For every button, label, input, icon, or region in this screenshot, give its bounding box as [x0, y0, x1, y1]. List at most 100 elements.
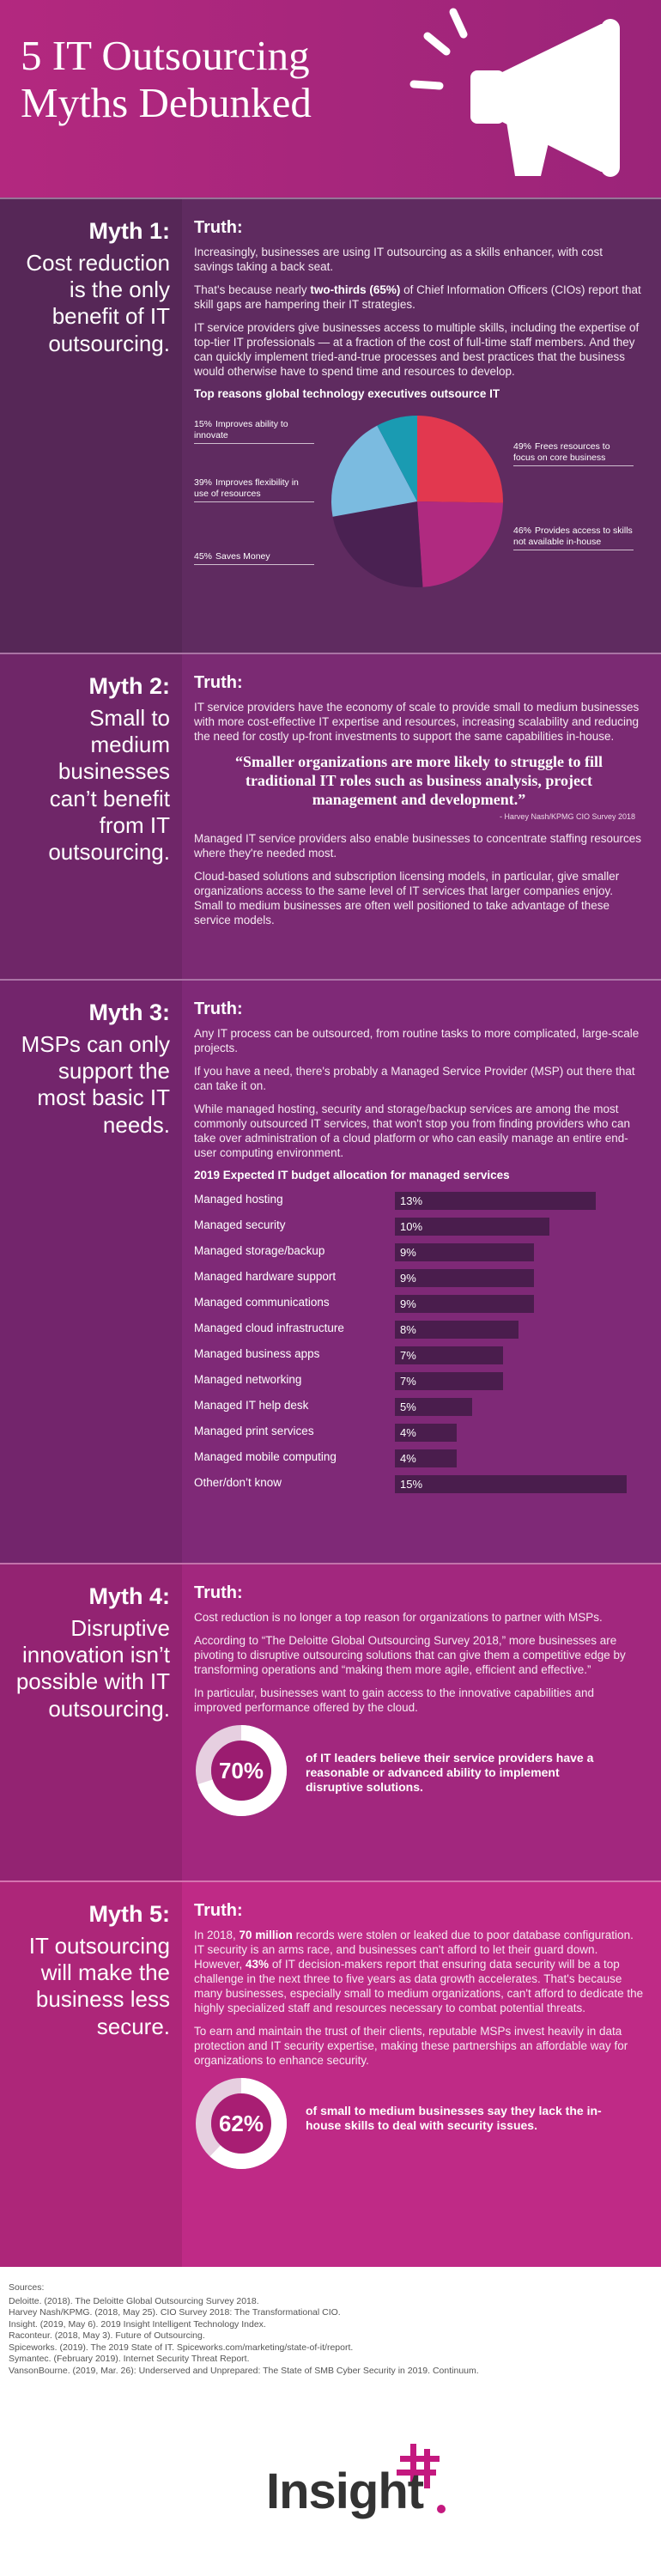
- pie-slice: [417, 416, 503, 503]
- myth-text: Small to medium businesses can’t benefit…: [48, 705, 170, 865]
- paragraph: In 2018, 70 million records were stolen …: [194, 1928, 644, 2015]
- bar-value-label: 10%: [400, 1220, 423, 1233]
- sources-heading: Sources:: [9, 2282, 45, 2293]
- myth-column: Myth 3: MSPs can only support the most ba…: [0, 981, 182, 1563]
- text: In particular, businesses want to gain a…: [194, 1686, 595, 1714]
- stat: 70% of IT leaders believe their service p…: [194, 1723, 644, 1822]
- text: Cloud-based solutions and subscription l…: [194, 870, 620, 927]
- slice-value: 39%: [194, 477, 213, 488]
- bar-row: Managed hardware support 9%: [194, 1266, 644, 1291]
- paragraph: In particular, businesses want to gain a…: [194, 1686, 644, 1715]
- logo-icon: [397, 2444, 446, 2513]
- bar-category: Managed hosting: [194, 1193, 283, 1206]
- stat-text: of small to medium businesses say they l…: [306, 2104, 602, 2132]
- chart-title: 2019 Expected IT budget allocation for m…: [194, 1169, 510, 1182]
- bar-row: Managed storage/backup 9%: [194, 1240, 644, 1266]
- paragraph: IT service providers have the economy of…: [194, 700, 644, 744]
- donut-center: [211, 1741, 271, 1801]
- bar-category: Managed hardware support: [194, 1270, 337, 1283]
- bar-value-label: 15%: [400, 1478, 423, 1491]
- paragraph: That's because nearly two-thirds (65%) o…: [194, 283, 644, 312]
- bar-row: Managed mobile computing 4%: [194, 1446, 644, 1472]
- source-item: Symantec. (February 2019). Internet Secu…: [9, 2354, 250, 2364]
- bar-value-label: 9%: [400, 1246, 416, 1259]
- truth-column: Truth: Cost reduction is no longer a top …: [194, 1564, 644, 1822]
- bar-value-label: 4%: [400, 1452, 416, 1465]
- donut: [196, 2078, 287, 2169]
- bar-category: Managed print services: [194, 1425, 314, 1437]
- paragraph: While managed hosting, security and stor…: [194, 1102, 644, 1160]
- bar-category: Managed cloud infrastructure: [194, 1321, 344, 1334]
- bar-row: Managed hosting 13%: [194, 1188, 644, 1214]
- slice-label: 39% Improves flexibility in use of resour…: [194, 477, 314, 502]
- truth-column: Truth: Increasingly, businesses are using…: [194, 199, 644, 596]
- paragraph: IT service providers give businesses acc…: [194, 320, 644, 379]
- source-item: Spiceworks. (2019). The 2019 State of IT…: [9, 2342, 354, 2353]
- bar-row: Managed communications 9%: [194, 1291, 644, 1317]
- pie-slice: [332, 501, 423, 587]
- slice-category: Provides access to skills not available …: [513, 526, 633, 547]
- slice-value: 45%: [194, 551, 213, 562]
- truth-column: Truth: Any IT process can be outsourced, …: [194, 981, 644, 1498]
- bar-category: Managed networking: [194, 1373, 302, 1386]
- myths: Myth 1: Cost reduction is the only benefi…: [0, 197, 661, 2267]
- chart-title: Top reasons global technology executives…: [194, 387, 500, 400]
- source-item: Harvey Nash/KPMG. (2018, May 25). CIO Su…: [9, 2307, 341, 2318]
- pie-svg: [331, 416, 503, 587]
- footer: Sources: Deloitte. (2018). The Deloitte G…: [0, 2267, 661, 2576]
- paragraph: To earn and maintain the trust of their …: [194, 2024, 644, 2068]
- donut-center: [211, 2093, 271, 2154]
- text: of Chief Information Officers (CIOs) rep…: [194, 283, 641, 311]
- truth-heading: Truth:: [194, 1901, 243, 1920]
- title: 5 IT Outsourcing Myths Debunked: [21, 32, 312, 126]
- text: Cost reduction is no longer a top reason…: [194, 1611, 603, 1624]
- bar-value-label: 7%: [400, 1375, 416, 1388]
- slice-value: 49%: [513, 441, 532, 452]
- slice-category: Frees resources to focus on core busines…: [513, 441, 610, 463]
- stat-value: 70%: [218, 1758, 264, 1783]
- myth-section: Myth 3: MSPs can only support the most ba…: [0, 979, 661, 1563]
- bar-value-label: 7%: [400, 1349, 416, 1362]
- bar-category: Managed mobile computing: [194, 1450, 337, 1463]
- donut-arc: [196, 1725, 287, 1816]
- bar: [395, 1295, 534, 1313]
- slice-label: 49% Frees resources to focus on core busi…: [513, 441, 634, 466]
- source-item: VansonBourne. (2019, Mar. 26): Underserv…: [9, 2365, 479, 2376]
- myth-column: Myth 5: IT outsourcing will make the busi…: [0, 1882, 182, 2267]
- slice-value: 15%: [194, 419, 213, 429]
- header: 5 IT Outsourcing Myths Debunked: [0, 0, 661, 197]
- bar: [395, 1218, 549, 1236]
- bar-row: Managed IT help desk 5%: [194, 1394, 644, 1420]
- logo: Insight: [266, 2464, 424, 2519]
- slice-label: 46% Provides access to skills not availab…: [513, 526, 634, 550]
- stat-value: 62%: [218, 2111, 264, 2136]
- bar-value-label: 8%: [400, 1323, 416, 1336]
- bar-row: Managed networking 7%: [194, 1369, 644, 1394]
- text: That's because nearly: [194, 283, 311, 296]
- bar: [395, 1192, 596, 1210]
- quote-text: “Smaller organizations are more likely t…: [235, 753, 603, 808]
- stat-text: of IT leaders believe their service prov…: [306, 1751, 594, 1794]
- myth-section: Myth 2: Small to medium businesses can’t …: [0, 653, 661, 979]
- donut: [196, 1725, 287, 1816]
- slice-label: 15% Improves ability to innovate: [194, 419, 314, 444]
- paragraph: Increasingly, businesses are using IT ou…: [194, 245, 644, 274]
- bar: [395, 1346, 503, 1364]
- bar: [395, 1243, 534, 1261]
- myth-section: Myth 1: Cost reduction is the only benefi…: [0, 197, 661, 653]
- pie-chart: 49% Frees resources to focus on core busi…: [194, 407, 644, 596]
- text: According to “The Deloitte Global Outsou…: [194, 1634, 626, 1676]
- myth-label: Myth 4:: [88, 1583, 171, 1609]
- myth-label: Myth 3:: [88, 999, 171, 1025]
- text: of IT decision-makers report that ensuri…: [194, 1958, 644, 2014]
- text: While managed hosting, security and stor…: [194, 1103, 631, 1159]
- truth-heading: Truth:: [194, 218, 243, 237]
- bar-value-label: 13%: [400, 1194, 423, 1207]
- myth-column: Myth 2: Small to medium businesses can’t …: [0, 654, 182, 979]
- bar-row: Other/don’t know 15%: [194, 1472, 644, 1498]
- bar-value-label: 9%: [400, 1272, 416, 1285]
- bar: [395, 1372, 503, 1390]
- myth-text: MSPs can only support the most basic IT …: [21, 1031, 170, 1138]
- slice-category: Improves ability to innovate: [194, 419, 288, 440]
